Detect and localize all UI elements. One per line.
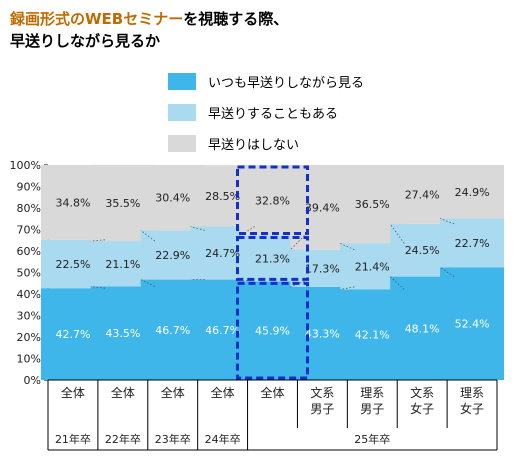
data-label-s2-0: 34.8%	[55, 196, 90, 209]
data-label-s1-2: 22.9%	[155, 249, 190, 262]
y-tick-label-0: 0%	[24, 374, 41, 387]
connector-s1-7	[439, 218, 455, 225]
data-label-s2-8: 24.9%	[455, 186, 490, 199]
connector-s0-7	[439, 267, 455, 277]
data-label-s1-7: 24.5%	[405, 244, 440, 257]
data-label-s0-6: 42.1%	[355, 329, 390, 342]
connector-s0-1	[140, 279, 156, 287]
data-label-s1-3: 24.7%	[205, 247, 240, 260]
title-rest: を視聴する際、	[183, 10, 289, 28]
group-label-1: 22年卒	[105, 432, 141, 446]
title-line2: 早送りしながら見るか	[10, 32, 161, 50]
y-tick-label-1: 10%	[17, 353, 41, 366]
data-label-s1-1: 21.1%	[105, 258, 140, 271]
category-label-6-line0: 理系	[360, 386, 384, 400]
data-label-s1-4: 21.3%	[255, 252, 290, 265]
category-label-4: 全体	[260, 385, 284, 400]
chart-title: 録画形式のWEBセミナーを視聴する際、 早送りしながら見るか	[10, 8, 288, 52]
data-label-s2-4: 32.8%	[255, 194, 290, 207]
connector-s0-0	[90, 286, 105, 289]
data-label-s1-5: 17.3%	[305, 262, 340, 275]
data-label-s0-3: 46.7%	[205, 324, 240, 337]
y-tick-label-4: 40%	[17, 288, 41, 301]
y-tick-label-8: 80%	[17, 202, 41, 215]
data-label-s2-1: 35.5%	[105, 197, 140, 210]
connector-s1-2	[190, 226, 205, 231]
legend: いつも早送りしながら見る 早送りすることもある 早送りはしない	[168, 66, 364, 159]
category-label-8-line0: 理系	[460, 386, 484, 400]
title-highlight: 録画形式のWEBセミナー	[10, 10, 184, 28]
legend-item-sometimes: 早送りすることもある	[168, 97, 364, 128]
connector-s1-5	[340, 243, 355, 251]
legend-label-always: いつも早送りしながら見る	[208, 76, 365, 91]
y-tick-label-10: 100%	[10, 159, 41, 172]
data-label-s0-4: 45.9%	[255, 325, 290, 338]
data-label-s0-1: 43.5%	[105, 327, 140, 340]
data-label-s1-0: 22.5%	[55, 258, 90, 271]
category-label-3: 全体	[211, 385, 235, 400]
legend-item-never: 早送りはしない	[168, 128, 364, 159]
highlight-box-2	[236, 165, 309, 236]
category-label-5-line1: 男子	[310, 402, 334, 416]
legend-item-always: いつも早送りしながら見る	[168, 66, 364, 97]
data-label-s2-6: 36.5%	[355, 198, 390, 211]
connector-s1-3	[240, 226, 255, 236]
group-label-4: 25年卒	[354, 432, 390, 446]
data-label-s1-8: 22.7%	[455, 237, 490, 250]
data-label-s2-5: 39.4%	[305, 201, 340, 214]
y-tick-label-5: 50%	[17, 267, 41, 280]
category-label-1: 全体	[111, 385, 135, 400]
data-label-s0-2: 46.7%	[155, 324, 190, 337]
y-tick-label-3: 30%	[17, 310, 41, 323]
y-tick-label-9: 90%	[17, 181, 41, 194]
data-label-s1-6: 21.4%	[355, 260, 390, 273]
legend-label-never: 早送りはしない	[208, 138, 300, 153]
data-label-s0-7: 48.1%	[405, 322, 440, 335]
category-label-2: 全体	[161, 385, 185, 400]
data-label-s2-2: 30.4%	[155, 192, 190, 205]
connector-s1-0	[90, 239, 105, 242]
data-label-s0-8: 52.4%	[455, 318, 490, 331]
y-tick-label-7: 70%	[17, 224, 41, 237]
y-tick-label-2: 20%	[17, 331, 41, 344]
data-label-s0-5: 43.3%	[305, 327, 340, 340]
legend-label-sometimes: 早送りすることもある	[208, 107, 339, 122]
y-tick-label-6: 60%	[17, 245, 41, 258]
category-label-5-line0: 文系	[310, 385, 334, 400]
category-label-7-line0: 文系	[410, 385, 434, 400]
group-label-3: 24年卒	[205, 432, 241, 446]
bar-sometimes-8	[440, 218, 505, 268]
legend-swatch-sometimes	[168, 104, 196, 121]
highlight-box-0	[236, 281, 309, 380]
bar-never-8	[440, 165, 505, 219]
connector-s1-6	[389, 223, 405, 244]
category-label-6-line1: 男子	[360, 402, 384, 416]
legend-swatch-always	[168, 73, 196, 90]
category-label-8-line1: 女子	[460, 401, 484, 416]
bar-always-8	[440, 267, 505, 380]
category-label-7-line1: 女子	[410, 401, 434, 416]
connector-s1-1	[140, 230, 156, 242]
group-label-0: 21年卒	[55, 432, 91, 446]
highlight-box-1	[236, 236, 309, 281]
data-label-s0-0: 42.7%	[55, 328, 90, 341]
group-label-2: 23年卒	[155, 432, 191, 446]
connector-s0-5	[340, 286, 355, 290]
data-label-s2-7: 27.4%	[405, 188, 440, 201]
legend-swatch-never	[168, 135, 196, 152]
category-label-0: 全体	[61, 385, 85, 400]
data-label-s2-3: 28.5%	[205, 190, 240, 203]
